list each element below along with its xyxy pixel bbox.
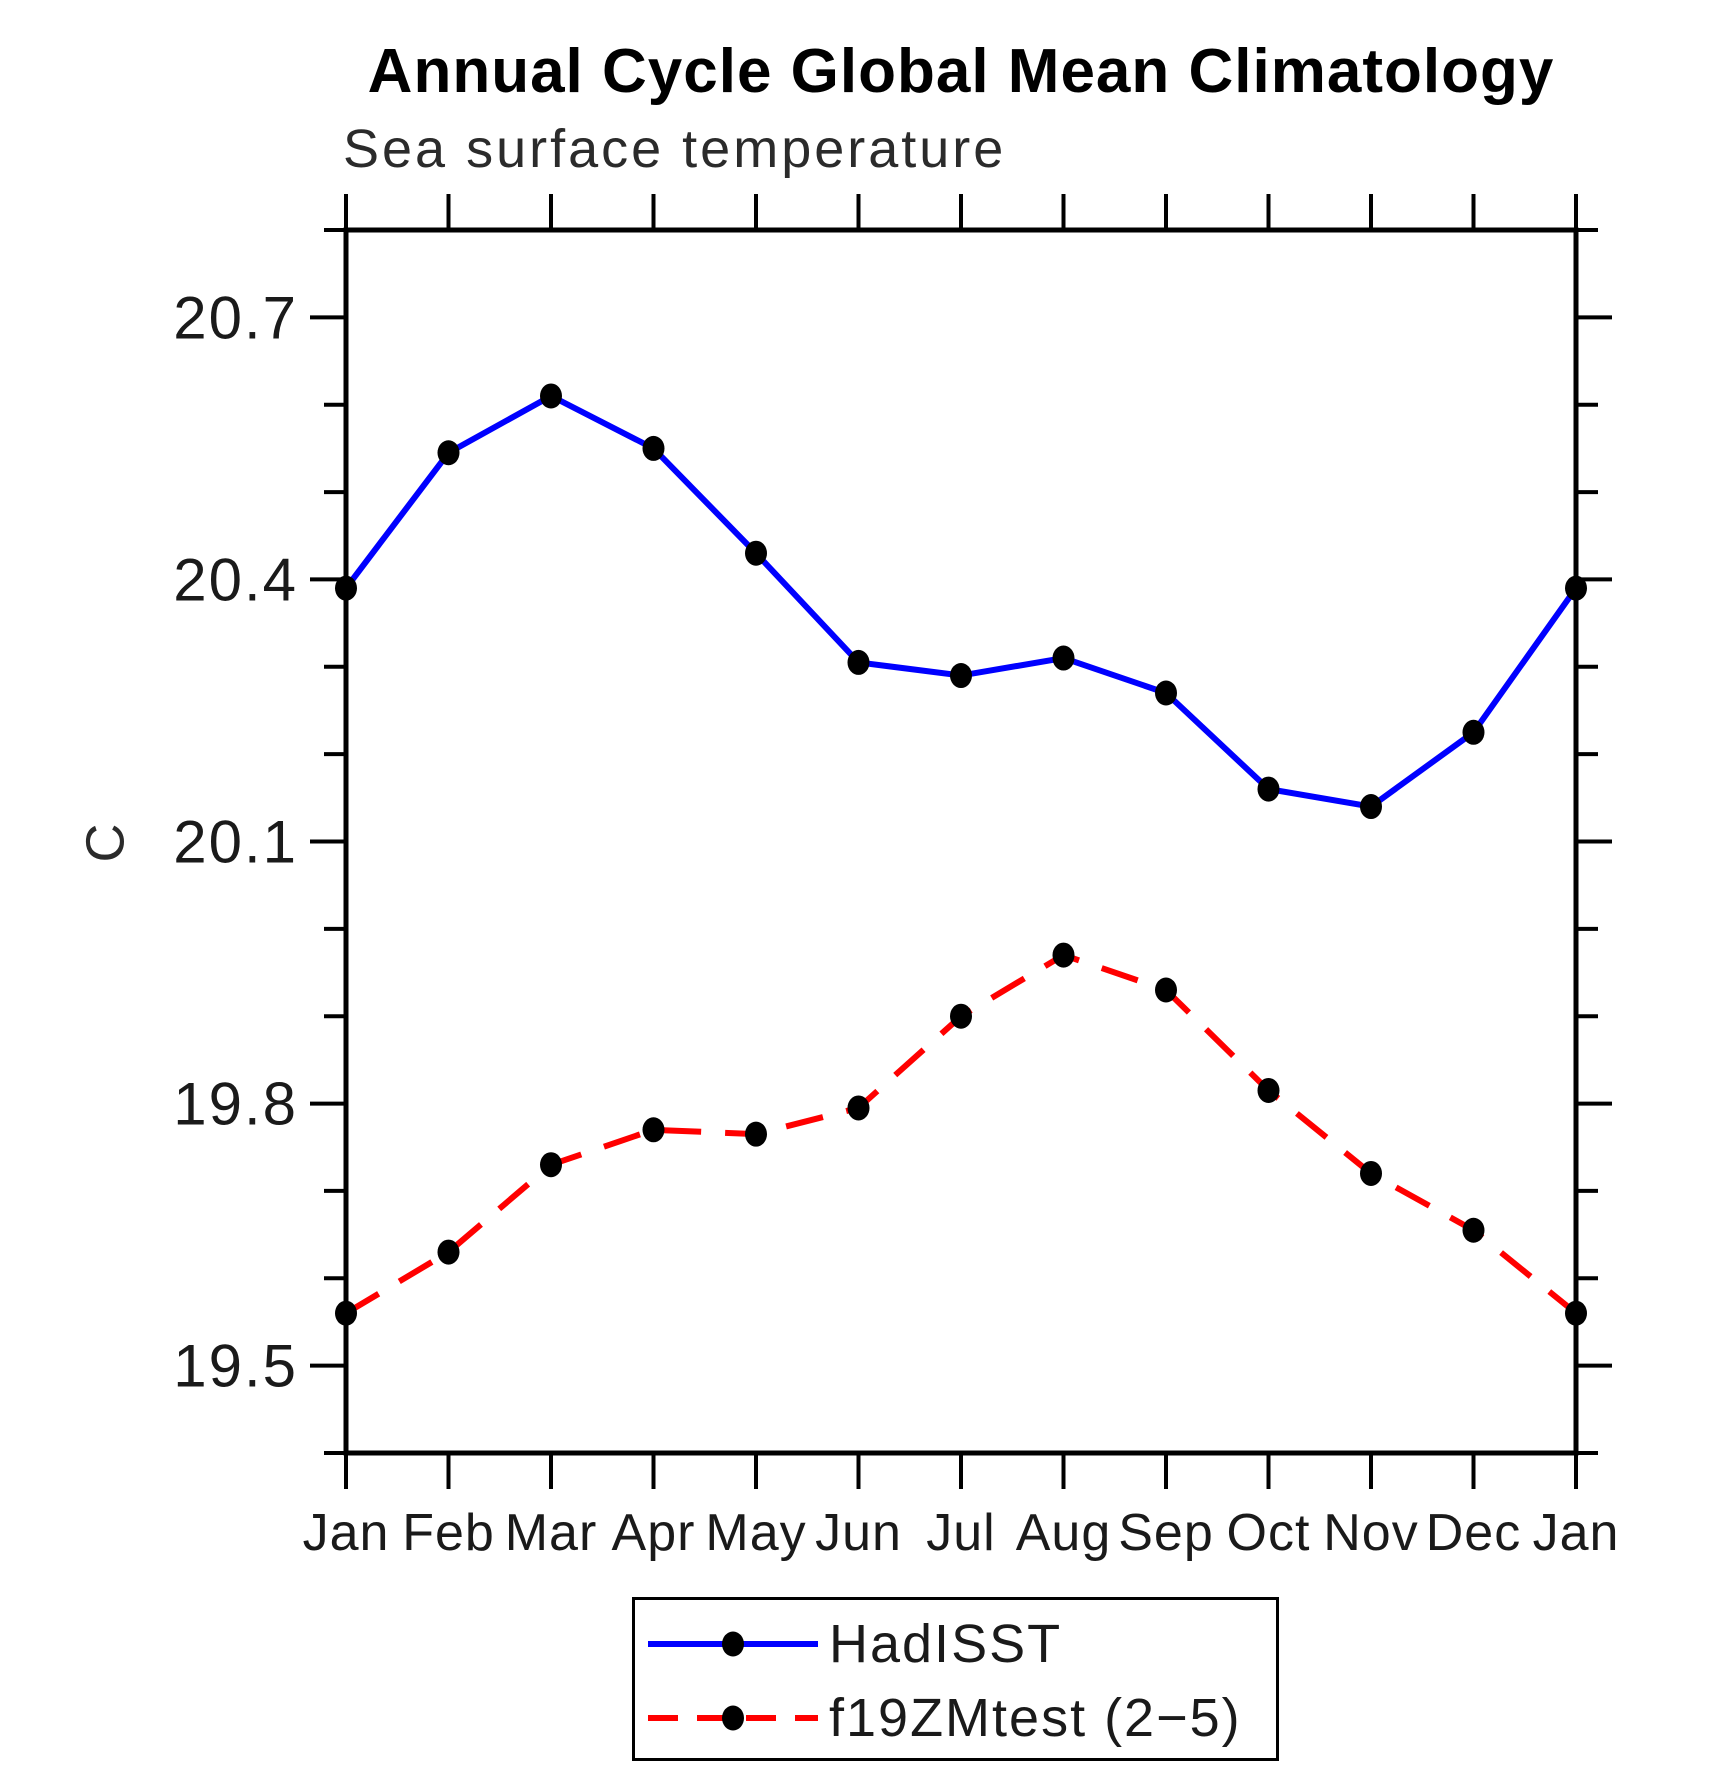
x-tick-label: Nov [1323,1504,1418,1562]
x-tick-label: Mar [505,1504,598,1562]
data-point-0-0 [335,575,357,601]
data-point-1-12 [1565,1300,1587,1326]
legend-label-1: f19ZMtest (2−5) [829,1688,1242,1748]
data-point-0-10 [1360,794,1382,820]
chart-subtitle: Sea surface temperature [343,119,1007,179]
legend-marker-0 [722,1631,744,1657]
y-tick-label: 20.1 [173,809,298,876]
data-point-0-8 [1155,680,1177,706]
legend-item-1: f19ZMtest (2−5) [645,1688,1242,1748]
x-tick-label: Feb [402,1504,495,1562]
x-tick-label: Apr [612,1504,696,1562]
data-point-1-8 [1155,977,1177,1003]
data-point-1-6 [950,1003,972,1029]
legend-marker-1 [722,1705,744,1731]
y-tick-label: 19.8 [173,1071,298,1138]
data-point-1-11 [1462,1217,1485,1243]
x-tick-label: Oct [1227,1504,1311,1562]
series-line-0 [343,392,1579,810]
data-point-1-7 [1052,942,1075,968]
y-tick-label: 19.5 [173,1333,298,1400]
chart-title: Annual Cycle Global Mean Climatology [367,37,1555,106]
x-tick-label: Jun [815,1504,902,1562]
axes-frame [343,227,1579,1456]
legend-label-0: HadISST [829,1614,1063,1674]
x-tick-label: Jul [926,1504,995,1562]
legend-line-sample-1 [648,1705,818,1731]
data-point-0-1 [437,440,460,466]
data-point-0-7 [1052,645,1075,671]
data-point-1-2 [540,1152,562,1178]
axis-ticks [310,194,1612,1489]
x-tick-label: Jan [1533,1504,1620,1562]
series-1 [335,942,1587,1326]
data-point-0-2 [540,383,562,409]
data-point-0-9 [1257,776,1280,802]
data-point-0-11 [1462,719,1485,745]
data-point-1-10 [1360,1160,1382,1186]
legend: HadISST f19ZMtest (2−5) [632,1597,1279,1761]
x-tick-label: Aug [1016,1504,1112,1562]
x-tick-label: Dec [1426,1504,1521,1562]
y-tick-label: 20.7 [173,284,298,351]
series-0 [335,383,1587,820]
data-point-1-0 [335,1300,357,1326]
x-tick-labels: Jan Feb Mar Apr May Jun Jul Aug Sep Oct Nov Dec Jan [303,1504,1620,1562]
y-tick-label: 20.4 [173,546,298,613]
x-tick-label: Sep [1118,1504,1214,1562]
data-point-0-4 [745,540,767,566]
data-point-0-6 [950,663,972,689]
data-point-0-3 [642,435,665,461]
y-tick-labels: 20.7 20.4 20.1 19.8 19.5 [173,284,298,1400]
x-tick-label: Jan [303,1504,390,1562]
data-point-0-12 [1565,575,1587,601]
x-tick-label: May [705,1504,806,1562]
data-point-1-3 [642,1117,665,1143]
data-point-1-4 [745,1121,767,1147]
legend-line-sample-0 [648,1631,818,1657]
legend-item-0: HadISST [645,1614,1062,1674]
data-point-1-1 [437,1239,460,1265]
data-point-1-5 [847,1095,870,1121]
data-point-0-5 [847,649,870,675]
data-point-1-9 [1257,1077,1280,1103]
